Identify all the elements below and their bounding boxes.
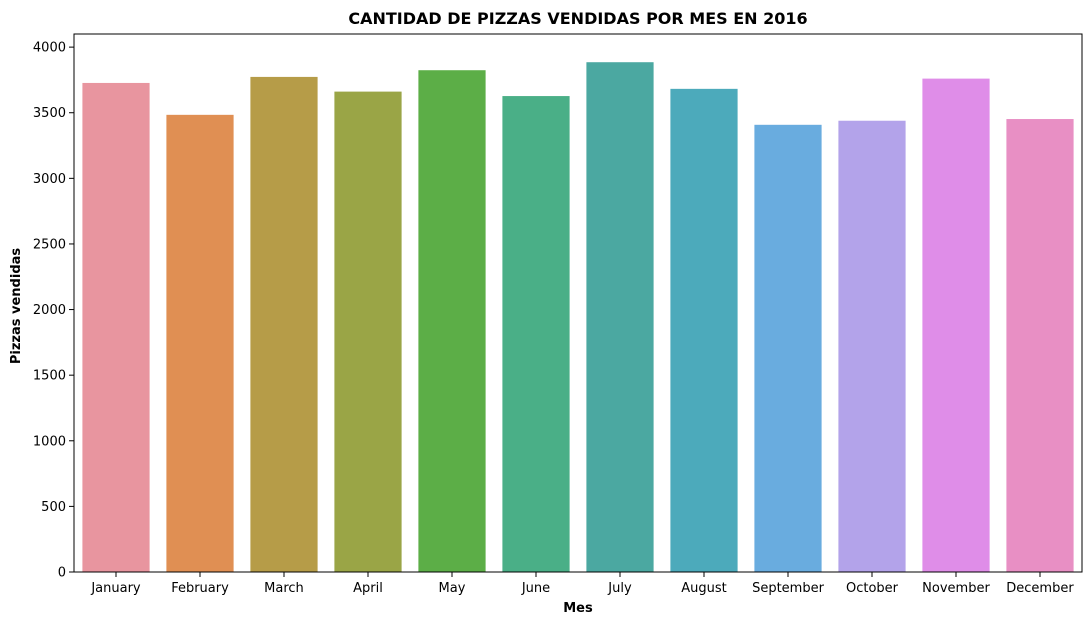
- y-tick-label: 3500: [33, 106, 66, 121]
- y-axis-label: Pizzas vendidas: [9, 248, 24, 365]
- bar-august: [670, 88, 738, 572]
- bar-march: [250, 76, 318, 572]
- bar-january: [82, 82, 150, 572]
- plot-frame: [73, 33, 1083, 573]
- chart-title: CANTIDAD DE PIZZAS VENDIDAS POR MES EN 2…: [348, 9, 807, 28]
- y-tick-label: 500: [41, 500, 66, 515]
- y-tick-label: 1000: [33, 434, 66, 449]
- x-axis-label: Mes: [563, 601, 593, 616]
- x-tick-label: June: [521, 581, 550, 596]
- bar-july: [586, 62, 654, 573]
- x-axis: January February March April May June July Augu…: [90, 572, 1074, 596]
- x-tick-label: February: [171, 581, 229, 596]
- x-tick-label: September: [752, 581, 825, 596]
- y-tick-label: 1500: [33, 369, 66, 384]
- bars-group: [82, 62, 1074, 573]
- x-tick-label: October: [846, 581, 899, 596]
- x-tick-label: March: [264, 581, 304, 596]
- x-tick-label: April: [353, 581, 383, 596]
- bar-february: [166, 114, 234, 572]
- x-tick-label: December: [1006, 581, 1074, 596]
- y-tick-label: 0: [58, 566, 66, 581]
- y-tick-label: 3000: [33, 172, 66, 187]
- x-tick-label: May: [439, 581, 466, 596]
- bar-september: [754, 124, 822, 573]
- x-tick-label: November: [922, 581, 990, 596]
- x-tick-label: January: [90, 581, 141, 596]
- y-tick-label: 2500: [33, 237, 66, 252]
- y-axis: 0 500 1000 1500 2000 2500 3000 3500 4000: [33, 41, 74, 581]
- bar-april: [334, 91, 402, 572]
- x-tick-label: August: [681, 581, 727, 596]
- bar-december: [1006, 119, 1074, 572]
- bar-november: [922, 78, 990, 573]
- y-tick-label: 2000: [33, 303, 66, 318]
- y-tick-label: 4000: [33, 41, 66, 56]
- bar-june: [502, 96, 570, 572]
- x-tick-label: July: [607, 581, 632, 596]
- bar-may: [418, 70, 486, 572]
- bar-october: [838, 120, 906, 573]
